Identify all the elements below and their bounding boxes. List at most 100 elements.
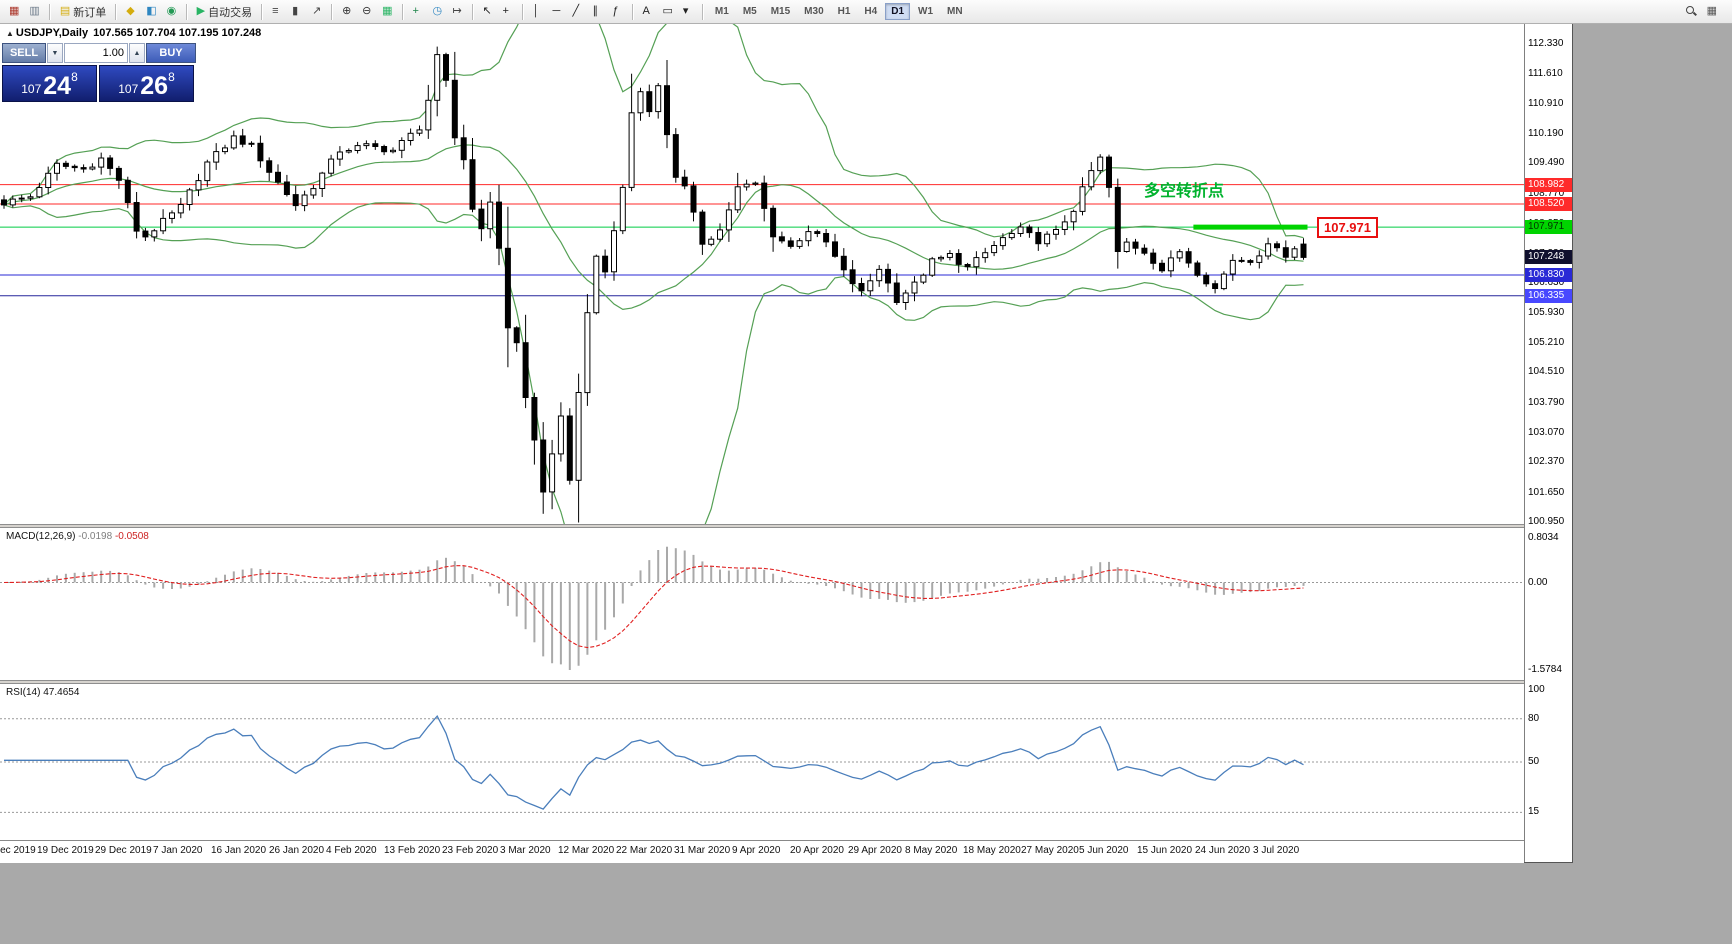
fibonacci-button[interactable]: ƒ (609, 2, 627, 22)
chart-window-icon: ▦ (9, 5, 20, 17)
trendline-icon: ╱ (572, 5, 580, 17)
date-label: 9 Apr 2020 (732, 845, 781, 856)
chart-shift-button[interactable]: ↦ (449, 2, 467, 22)
market-watch-button[interactable]: ◆ (122, 2, 140, 22)
chart-window: ▲ USDJPY,Daily 107.565 107.704 107.195 107… (0, 24, 1573, 863)
toolbar-separator (185, 3, 188, 20)
buy-price-point: 8 (168, 70, 175, 84)
timeframe-w1-button[interactable]: W1 (912, 3, 939, 20)
timeframe-mn-button[interactable]: MN (941, 3, 969, 20)
buy-price-figure: 107 (118, 82, 139, 96)
navigator-button[interactable]: ◉ (163, 2, 181, 22)
bar-chart-icon: ≡ (272, 5, 279, 17)
buy-button[interactable]: BUY (146, 43, 196, 63)
timeframe-h1-button[interactable]: H1 (832, 3, 857, 20)
autotrading-button-label: 自动交易 (208, 6, 253, 19)
toolbar-separator (471, 3, 474, 20)
arrows-button[interactable]: ▾ (679, 2, 697, 22)
trade-price-row: 107 24 8 107 26 8 (2, 65, 198, 102)
text-button[interactable]: A (639, 2, 657, 22)
search-button[interactable] (1682, 2, 1701, 22)
sell-price-pips: 24 (43, 72, 72, 100)
toolbar-separator (115, 3, 118, 20)
timeframe-m1-button[interactable]: M1 (709, 3, 735, 20)
timeframe-bar: M1 M5 M15 M30 H1 H4 D1 W1 MN (708, 0, 970, 23)
autotrading-button[interactable]: ▶ 自动交易 (193, 2, 256, 22)
rsi-value: 47.4654 (43, 687, 80, 698)
data-window-button[interactable]: ◧ (142, 2, 160, 22)
timeframe-m5-button[interactable]: M5 (737, 3, 763, 20)
toolbar-separator (331, 3, 334, 20)
volume-up-button[interactable]: ▲ (129, 43, 145, 63)
indicators-button[interactable]: + (409, 2, 427, 22)
date-label: 29 Apr 2020 (848, 845, 902, 856)
channel-icon: ∥ (592, 5, 599, 17)
date-label: 22 Mar 2020 (616, 845, 673, 856)
new-window-button[interactable]: ▦ (1703, 2, 1721, 22)
vertical-line-button[interactable]: │ (529, 2, 547, 22)
horizontal-line-icon: ─ (552, 5, 561, 17)
chart-annotation[interactable]: 多空转折点 (1144, 183, 1225, 200)
candlestick-chart-button[interactable]: ▮ (288, 2, 306, 22)
chart-shift-icon: ↦ (452, 5, 462, 17)
zoom-out-button[interactable]: ⊖ (358, 2, 376, 22)
sell-button[interactable]: SELL (2, 43, 46, 63)
sell-price-button[interactable]: 107 24 8 (2, 65, 97, 102)
pane-separator[interactable] (0, 680, 1572, 684)
price-scale[interactable]: 112.330 111.610 110.910 110.190 109.490 108.7… (1524, 24, 1572, 862)
horizontal-line-button[interactable]: ─ (549, 2, 567, 22)
new-order-button[interactable]: ▤ 新订单 (56, 2, 110, 22)
label-button[interactable]: ▭ (659, 2, 677, 22)
date-label: 24 Jun 2020 (1195, 845, 1251, 856)
volume-down-button[interactable]: ▼ (47, 43, 63, 63)
add-indicator-icon: + (412, 5, 419, 17)
autotrading-play-icon: ▶ (196, 5, 206, 17)
crosshair-icon: + (502, 5, 509, 17)
new-chart-button[interactable]: ▦ (5, 2, 23, 22)
volume-input[interactable] (64, 43, 128, 63)
periods-button[interactable]: ◷ (429, 2, 447, 22)
zoom-in-icon: ⊕ (342, 5, 352, 17)
market-watch-icon: ◆ (126, 5, 135, 17)
rsi-scale-label: 100 (1528, 684, 1545, 695)
trendline-button[interactable]: ╱ (569, 2, 587, 22)
level-price-tag: 108.520 (1525, 197, 1572, 211)
timeframe-h4-button[interactable]: H4 (858, 3, 883, 20)
bar-chart-button[interactable]: ≡ (268, 2, 286, 22)
timeframe-d1-button[interactable]: D1 (885, 3, 911, 20)
new-order-icon: ▤ (59, 5, 71, 17)
level-price-tag: 106.830 (1525, 268, 1572, 282)
rsi-svg[interactable] (0, 684, 1524, 840)
line-chart-icon: ↗ (312, 5, 322, 17)
arrows-dropdown-icon: ▾ (682, 5, 689, 17)
date-label: 15 Jun 2020 (1137, 845, 1193, 856)
navigator-icon: ◉ (166, 5, 177, 17)
crosshair-button[interactable]: + (499, 2, 517, 22)
price-scale-label: 104.510 (1528, 366, 1565, 377)
new-order-button-label: 新订单 (73, 6, 107, 19)
price-callout[interactable]: 107.971 (1317, 217, 1378, 238)
rsi-label: RSI(14) 47.4654 (6, 687, 79, 698)
rsi-scale-label: 15 (1528, 806, 1540, 817)
buy-price-pips: 26 (140, 72, 169, 100)
channel-button[interactable]: ∥ (589, 2, 607, 22)
vertical-line-icon: │ (532, 5, 540, 17)
zoom-in-button[interactable]: ⊕ (338, 2, 356, 22)
cursor-button[interactable]: ↖ (479, 2, 497, 22)
cursor-icon: ↖ (482, 5, 492, 17)
timeframe-m15-button[interactable]: M15 (765, 3, 796, 20)
chart-profiles-button[interactable]: ▥ (25, 2, 43, 22)
line-chart-button[interactable]: ↗ (308, 2, 326, 22)
macd-svg[interactable] (0, 528, 1524, 680)
main-chart-svg[interactable] (0, 24, 1524, 524)
toolbar-separator (261, 3, 264, 20)
pane-separator[interactable] (0, 524, 1572, 528)
trade-top-row: SELL ▼ ▲ BUY (2, 43, 198, 63)
tile-windows-button[interactable]: ▦ (378, 2, 396, 22)
date-label: 16 Jan 2020 (211, 845, 267, 856)
buy-price-button[interactable]: 107 26 8 (99, 65, 194, 102)
timeframe-m30-button[interactable]: M30 (798, 3, 829, 20)
toolbar-separator (631, 3, 634, 20)
toolbar: ▦ ▥ ▤ 新订单 ◆ ◧ ◉ ▶ 自动交易 ≡ ▮ ↗ ⊕ ⊖ ▦ + ◷ ↦ ↖ + │ ─ ╱ ∥ ƒ A ▭ ▾ M1 M5 M1… (0, 0, 1732, 24)
